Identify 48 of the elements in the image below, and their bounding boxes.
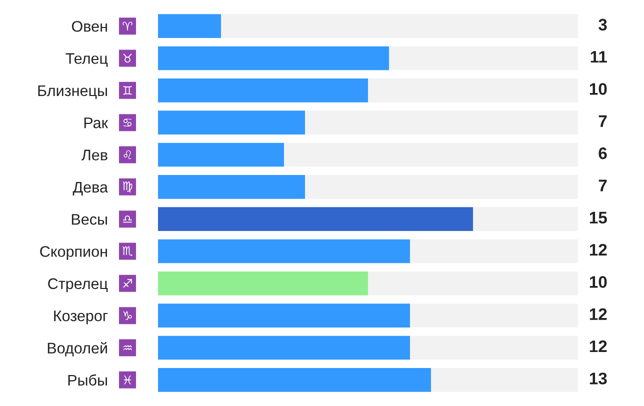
y-tick-label: Стрелец	[48, 278, 108, 292]
y-tick-label: Рыбы	[68, 374, 107, 386]
data-label: 11	[590, 51, 607, 63]
bar	[158, 207, 473, 231]
bar	[221, 14, 578, 38]
bar	[158, 304, 410, 328]
bar	[389, 46, 578, 70]
y-tick-label: Водолей	[48, 342, 107, 356]
bar	[410, 239, 578, 264]
bar	[158, 110, 305, 134]
data-label: 7	[598, 180, 607, 192]
bar	[158, 336, 410, 360]
bar	[158, 78, 368, 102]
y-tick-label: Козерог	[54, 310, 108, 324]
bar	[368, 272, 578, 296]
y-tick-label: Скорпион	[40, 246, 107, 260]
data-label: 12	[590, 340, 607, 352]
y-tick-label: Овен	[72, 20, 107, 32]
y-tick-label: Близнецы	[38, 85, 107, 99]
bar	[431, 368, 578, 392]
data-label: 7	[598, 115, 607, 127]
bar	[368, 78, 578, 102]
bar	[410, 304, 578, 328]
y-tick-label: Телец	[66, 53, 108, 67]
data-label: 12	[590, 244, 607, 256]
bar	[158, 239, 410, 264]
data-label: 15	[590, 212, 607, 224]
bar	[473, 207, 578, 231]
bar	[410, 336, 578, 360]
bar	[158, 14, 221, 38]
bar	[305, 175, 578, 199]
bar	[158, 368, 431, 392]
y-tick-label: Рак	[84, 118, 108, 128]
data-label: 10	[590, 276, 607, 288]
bar	[158, 142, 284, 167]
data-label: 12	[590, 308, 607, 320]
bar	[158, 175, 305, 199]
bar	[158, 272, 368, 296]
y-tick-label: Дева	[72, 182, 108, 196]
bar	[158, 46, 389, 70]
y-tick-label: Весы	[72, 214, 107, 225]
data-label: 6	[598, 147, 607, 160]
bar	[284, 142, 578, 167]
data-label: 10	[590, 83, 607, 95]
data-label: 3	[598, 18, 607, 31]
bar	[305, 110, 578, 134]
y-tick-label: Лев	[81, 150, 108, 160]
data-label: 13	[590, 372, 607, 384]
